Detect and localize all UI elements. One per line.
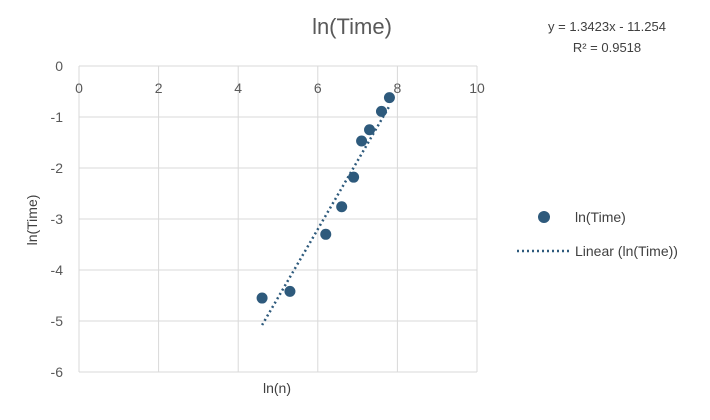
data-point <box>336 201 348 213</box>
y-tick-label: -1 <box>51 109 64 125</box>
data-points <box>256 92 395 304</box>
trendline-layer <box>260 105 391 326</box>
y-tick-label: -4 <box>51 262 64 278</box>
chart-title: ln(Time) <box>312 14 392 39</box>
data-point <box>375 105 387 117</box>
y-tick-label: -5 <box>51 313 64 329</box>
x-axis-label: ln(n) <box>263 380 291 396</box>
legend-marker-scatter <box>538 211 550 223</box>
x-tick-label: 8 <box>394 80 402 96</box>
y-axis-label: ln(Time) <box>24 195 40 246</box>
x-tick-label: 10 <box>469 80 485 96</box>
data-point <box>383 92 395 104</box>
data-point <box>320 228 332 240</box>
data-point <box>284 285 296 297</box>
y-tick-label: -3 <box>51 211 64 227</box>
trendline-r-squared: R² = 0.9518 <box>573 40 641 55</box>
legend-label-trendline: Linear (ln(Time)) <box>575 243 678 259</box>
tick-labels: 0 2 4 6 8 10 0 -1 -2 -3 -4 -5 -6 <box>51 58 485 380</box>
x-tick-label: 0 <box>75 80 83 96</box>
data-point <box>364 124 376 136</box>
gridlines <box>78 65 478 373</box>
x-tick-label: 2 <box>155 80 163 96</box>
trendline <box>260 105 391 326</box>
data-point <box>256 292 268 304</box>
data-point <box>356 135 368 147</box>
y-tick-label: -6 <box>51 364 64 380</box>
x-tick-label: 6 <box>314 80 322 96</box>
legend: ln(Time) Linear (ln(Time)) <box>517 209 678 259</box>
x-tick-label: 4 <box>234 80 242 96</box>
data-point <box>348 171 360 183</box>
legend-label-scatter: ln(Time) <box>575 209 626 225</box>
y-tick-label: -2 <box>51 160 64 176</box>
trendline-equation: y = 1.3423x - 11.254 <box>548 19 666 34</box>
y-tick-label: 0 <box>55 58 63 74</box>
